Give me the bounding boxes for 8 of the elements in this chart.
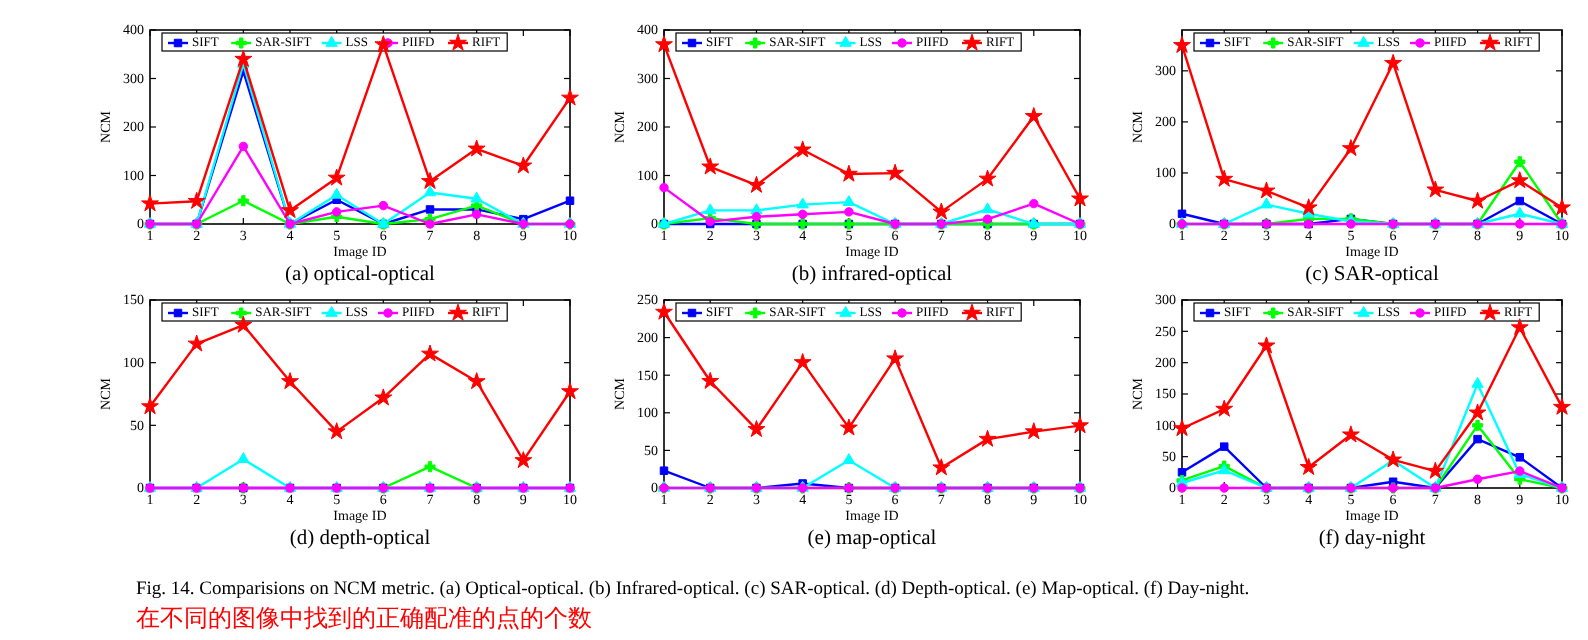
text: (d) depth-optical [289,528,431,550]
text: 在不同的图像中找到的正确配准的点的个数 [136,604,592,632]
caption: Fig. 14. Comparisions on NCM metric. (a) Optical-optical. (b) Infrared-optical. (c) SAR-optical. (d) Depth-optical. (e) Map-optical. (f) Day-night. [136,580,1250,600]
text: (e) map-optical [807,528,937,550]
text: (b) infrared-optical [791,264,953,286]
text: (f) day-night [1318,528,1426,550]
text: (a) optical-optical [285,264,436,286]
text: (c) SAR-optical [1305,264,1439,286]
